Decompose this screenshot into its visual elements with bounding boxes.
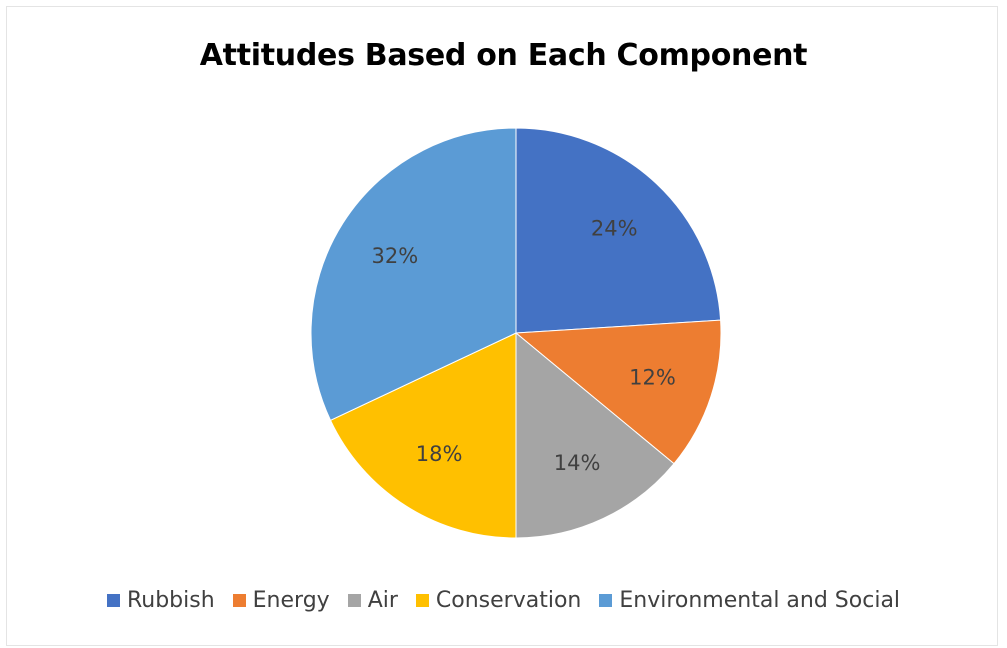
legend: Rubbish Energy Air Conservation Environmenta… — [0, 588, 1007, 613]
chart-title: Attitudes Based on Each Component — [199, 38, 808, 73]
data-label-energy: 12% — [629, 365, 676, 389]
legend-label: Energy — [252, 588, 330, 613]
data-label-air: 14% — [554, 451, 601, 475]
legend-item-conservation: Conservation — [415, 588, 582, 613]
legend-swatch — [232, 594, 246, 607]
pie-slice-rubbish — [515, 127, 722, 334]
legend-swatch — [599, 594, 613, 607]
legend-label: Air — [367, 588, 398, 613]
legend-item-air: Air — [347, 588, 398, 613]
legend-label: Environmental and Social — [619, 588, 901, 613]
legend-item-rubbish: Rubbish — [106, 588, 215, 613]
pie-slice-energy — [514, 319, 722, 465]
legend-swatch — [106, 594, 120, 607]
legend-item-environmental-and-social: Environmental and Social — [599, 588, 900, 613]
pie-slice-conservation — [329, 332, 517, 539]
legend-label: Conservation — [435, 588, 582, 613]
data-label-rubbish: 24% — [591, 216, 638, 240]
data-label-environmental-and-social: 32% — [371, 244, 418, 268]
legend-swatch — [415, 594, 429, 607]
legend-label: Rubbish — [126, 588, 215, 613]
pie-slice-environmental-and-social — [310, 127, 517, 421]
data-label-conservation: 18% — [416, 442, 463, 466]
legend-item-energy: Energy — [232, 588, 330, 613]
pie-slice-air — [515, 331, 675, 539]
legend-swatch — [347, 594, 361, 607]
